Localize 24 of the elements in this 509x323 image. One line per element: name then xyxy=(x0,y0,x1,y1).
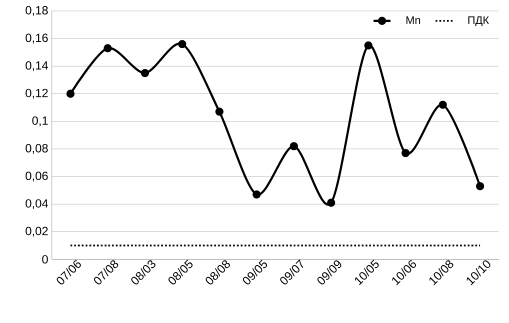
y-tick-label: 0,12 xyxy=(26,88,48,99)
y-tick-label: 0,16 xyxy=(26,34,48,44)
y-tick-label: 0,1 xyxy=(32,116,48,126)
point xyxy=(438,100,447,109)
legend-label: Mn xyxy=(406,16,420,24)
point xyxy=(140,68,150,78)
point xyxy=(66,90,75,98)
y-tick-label: 0,06 xyxy=(26,172,48,182)
point xyxy=(327,198,336,207)
point xyxy=(402,148,410,158)
point xyxy=(252,190,261,198)
point xyxy=(476,182,484,190)
y-tick-label: 0,04 xyxy=(26,199,48,209)
y-tick-label: 0,08 xyxy=(26,144,48,154)
point xyxy=(364,41,372,50)
point xyxy=(290,142,298,150)
legend-label: ПДК xyxy=(468,16,489,26)
y-tick-label: 0 xyxy=(42,255,48,264)
y-tick-label: 0,14 xyxy=(26,61,48,72)
point xyxy=(104,44,112,52)
y-tick-label: 0,18 xyxy=(26,6,48,16)
y-tick-label: 0,02 xyxy=(26,226,48,237)
point xyxy=(215,108,224,116)
point xyxy=(178,40,186,48)
